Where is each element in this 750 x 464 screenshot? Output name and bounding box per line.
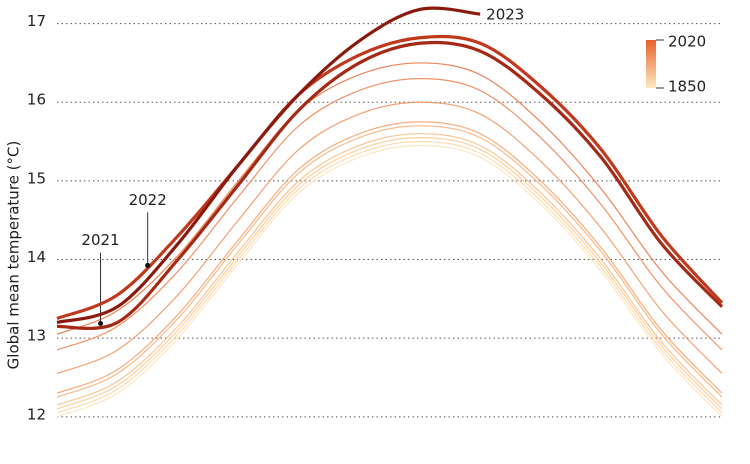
y-tick-label: 13 [27, 327, 46, 345]
series-line [56, 101, 723, 375]
y-tick-label: 12 [27, 405, 46, 423]
series-label: 2021 [81, 231, 119, 249]
series-line [56, 78, 723, 351]
series-label: 2022 [129, 191, 167, 209]
series-line [56, 34, 724, 321]
callout-dot [98, 321, 104, 327]
callout-dot [145, 262, 151, 268]
series-line [56, 40, 724, 331]
y-tick-label: 15 [27, 169, 46, 187]
y-tick-label: 16 [27, 91, 46, 109]
series-line [56, 125, 723, 398]
y-axis-label: Global mean temperature (°C) [5, 141, 23, 370]
series-label: 2023 [486, 6, 524, 24]
colorbar [646, 40, 656, 88]
series-line [56, 62, 723, 335]
y-tick-label: 17 [27, 12, 46, 30]
series-line [56, 133, 723, 406]
series-line [56, 137, 723, 410]
colorbar-label: 1850 [668, 78, 706, 96]
series-line [56, 6, 481, 325]
y-tick-label: 14 [27, 248, 46, 266]
series-line [56, 140, 723, 414]
series-line [56, 144, 723, 418]
series-line [56, 121, 723, 394]
colorbar-label: 2020 [668, 33, 706, 51]
